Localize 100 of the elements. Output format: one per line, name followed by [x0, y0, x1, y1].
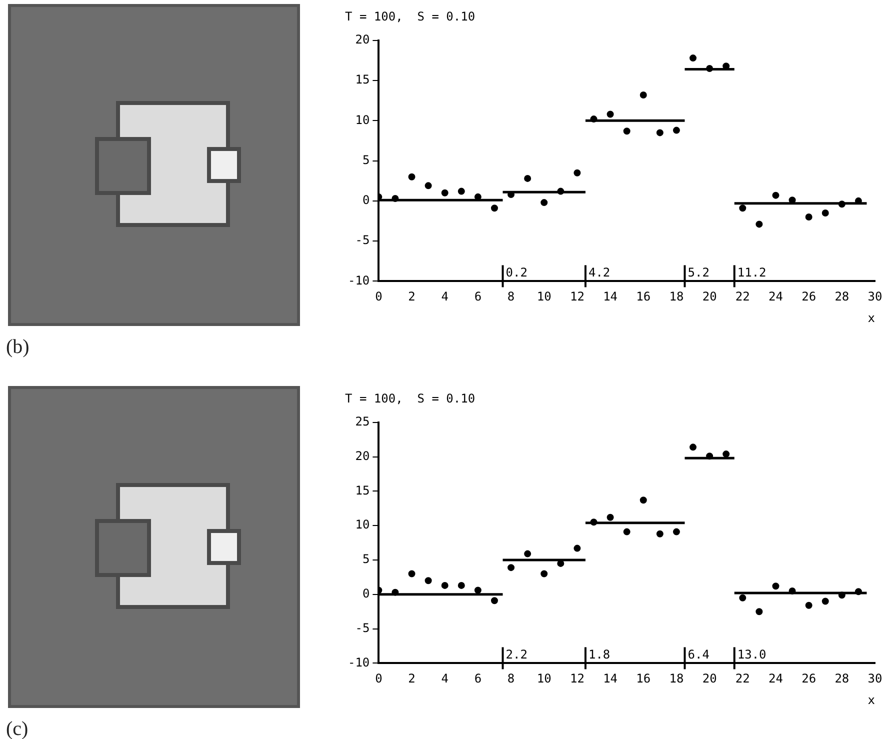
point: [590, 518, 598, 526]
point: [392, 588, 399, 596]
point: [408, 173, 416, 180]
x-tick-label: 12: [570, 672, 584, 686]
point: [672, 126, 680, 134]
point: [606, 110, 614, 118]
y-tick-label: 10: [355, 112, 370, 127]
point: [656, 530, 664, 538]
x-tick-label: 8: [507, 290, 515, 304]
x-tick-label: 28: [834, 672, 850, 686]
point: [838, 200, 846, 208]
x-tick-label: 24: [768, 672, 783, 686]
x-tick-label: 30: [868, 290, 882, 304]
x-axis-title: x: [868, 692, 875, 707]
point: [490, 204, 498, 212]
text: (b): [6, 336, 30, 359]
point: [640, 496, 647, 504]
point: [441, 582, 448, 589]
y-tick-label: 25: [355, 414, 370, 429]
annotation: 11.2: [737, 265, 766, 280]
x-tick-label: 0: [375, 290, 382, 304]
annotation: 2.2: [506, 647, 528, 662]
point: [656, 129, 664, 136]
annotation: 6.4: [688, 647, 710, 662]
x-tick-label: 22: [735, 672, 750, 686]
point: [788, 587, 796, 594]
point: [805, 602, 812, 609]
x-tick-label: 0: [375, 672, 382, 686]
x-axis-title: x: [868, 310, 875, 325]
y-tick-label: 5: [362, 152, 370, 167]
point: [524, 550, 532, 558]
y-tick-label: 20: [355, 32, 370, 47]
x-tick-label: 20: [702, 672, 717, 686]
x-tick-label: 24: [768, 290, 783, 304]
point: [408, 570, 416, 578]
x-tick-label: 14: [603, 672, 618, 686]
point: [574, 544, 581, 552]
point: [557, 188, 564, 195]
y-tick-label: 10: [355, 518, 370, 532]
point: [623, 528, 630, 536]
point: [458, 188, 465, 195]
point: [392, 195, 399, 202]
annotation: 13.0: [737, 647, 766, 662]
point: [690, 444, 697, 451]
annotation: 1.8: [588, 647, 610, 662]
x-tick-label: 6: [474, 290, 482, 304]
point: [756, 608, 763, 616]
annotation: 4.2: [588, 265, 610, 280]
point: [739, 204, 746, 212]
point: [623, 128, 630, 135]
x-tick-label: 16: [636, 672, 651, 686]
x-tick-label: 14: [603, 290, 618, 304]
point: [822, 209, 829, 216]
x-tick-label: 16: [636, 290, 651, 304]
x-tick-label: 30: [868, 672, 882, 686]
x-tick-label: 8: [507, 672, 515, 686]
point: [706, 452, 714, 460]
y-tick-label: -10: [348, 273, 370, 288]
x-tick-label: 4: [441, 672, 448, 686]
chart-title: T = 100, S = 0.10: [345, 9, 476, 24]
point: [854, 588, 862, 596]
point: [540, 199, 548, 206]
point: [772, 192, 780, 199]
y-tick-label: 15: [355, 72, 370, 87]
point: [458, 582, 465, 589]
point: [722, 450, 730, 458]
point: [490, 597, 498, 604]
chart-title: T = 100, S = 0.10: [345, 391, 476, 406]
point: [424, 182, 432, 190]
point: [739, 594, 746, 602]
point: [672, 528, 680, 536]
y-tick-label: -10: [348, 655, 370, 670]
point: [524, 174, 532, 182]
x-tick-label: 20: [702, 290, 717, 304]
x-tick-label: 22: [735, 290, 750, 304]
x-tick-label: 18: [669, 672, 684, 686]
y-tick-label: 15: [355, 483, 370, 498]
point: [756, 220, 763, 228]
point: [805, 213, 812, 220]
annotation: 0.2: [506, 265, 528, 280]
x-tick-label: 10: [536, 672, 552, 686]
y-tick-label: 5: [362, 552, 370, 566]
point: [838, 592, 846, 599]
y-tick-label: 0: [362, 586, 370, 601]
point: [474, 586, 482, 594]
x-tick-label: 26: [802, 290, 816, 304]
y-tick-label: -5: [355, 233, 370, 248]
text: (c): [6, 718, 28, 739]
point: [424, 577, 432, 584]
x-tick-label: 10: [536, 290, 552, 304]
x-tick-label: 12: [570, 290, 584, 304]
point: [508, 564, 515, 572]
point: [441, 189, 448, 196]
x-tick-label: 2: [408, 290, 416, 304]
point: [772, 582, 780, 590]
x-tick-label: 26: [802, 672, 816, 686]
point: [822, 598, 829, 605]
point: [574, 169, 581, 176]
point: [606, 514, 614, 521]
y-tick-label: 0: [362, 193, 370, 208]
